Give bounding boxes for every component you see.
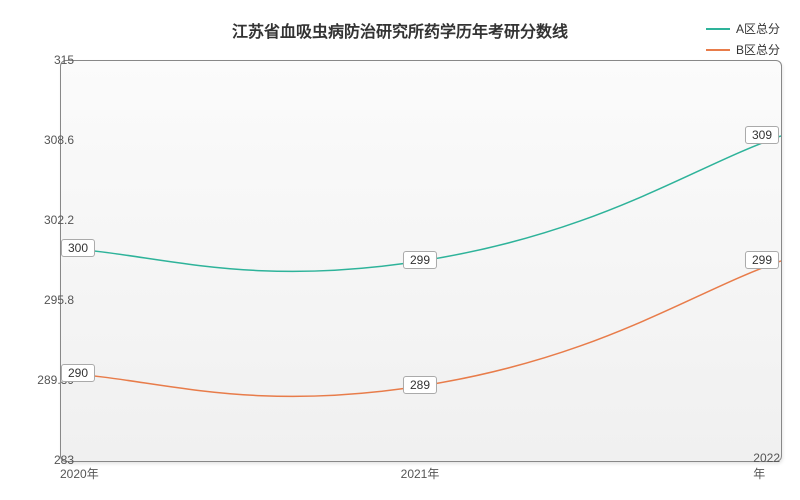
- legend-swatch-b: [706, 49, 730, 51]
- legend-item-a: A区总分: [706, 20, 780, 37]
- chart-container: 江苏省血吸虫病防治研究所药学历年考研分数线 A区总分 B区总分 283289.3…: [0, 0, 800, 500]
- x-tick-label: 2020年: [60, 465, 99, 482]
- data-point-label: 309: [745, 126, 779, 144]
- legend-item-b: B区总分: [706, 41, 780, 58]
- legend-label-a: A区总分: [736, 20, 780, 37]
- data-point-label: 289: [403, 376, 437, 394]
- y-tick-label: 295.8: [44, 293, 74, 307]
- y-tick-label: 315: [54, 53, 74, 67]
- y-tick-label: 308.6: [44, 133, 74, 147]
- legend: A区总分 B区总分: [706, 20, 780, 62]
- legend-label-b: B区总分: [736, 41, 780, 58]
- x-tick-label: 2022年: [753, 451, 780, 482]
- legend-swatch-a: [706, 28, 730, 30]
- y-tick-label: 302.2: [44, 213, 74, 227]
- data-point-label: 299: [403, 251, 437, 269]
- chart-title: 江苏省血吸虫病防治研究所药学历年考研分数线: [232, 18, 568, 42]
- data-point-label: 299: [745, 251, 779, 269]
- x-tick-label: 2021年: [401, 465, 440, 482]
- data-point-label: 300: [61, 239, 95, 257]
- data-point-label: 290: [61, 364, 95, 382]
